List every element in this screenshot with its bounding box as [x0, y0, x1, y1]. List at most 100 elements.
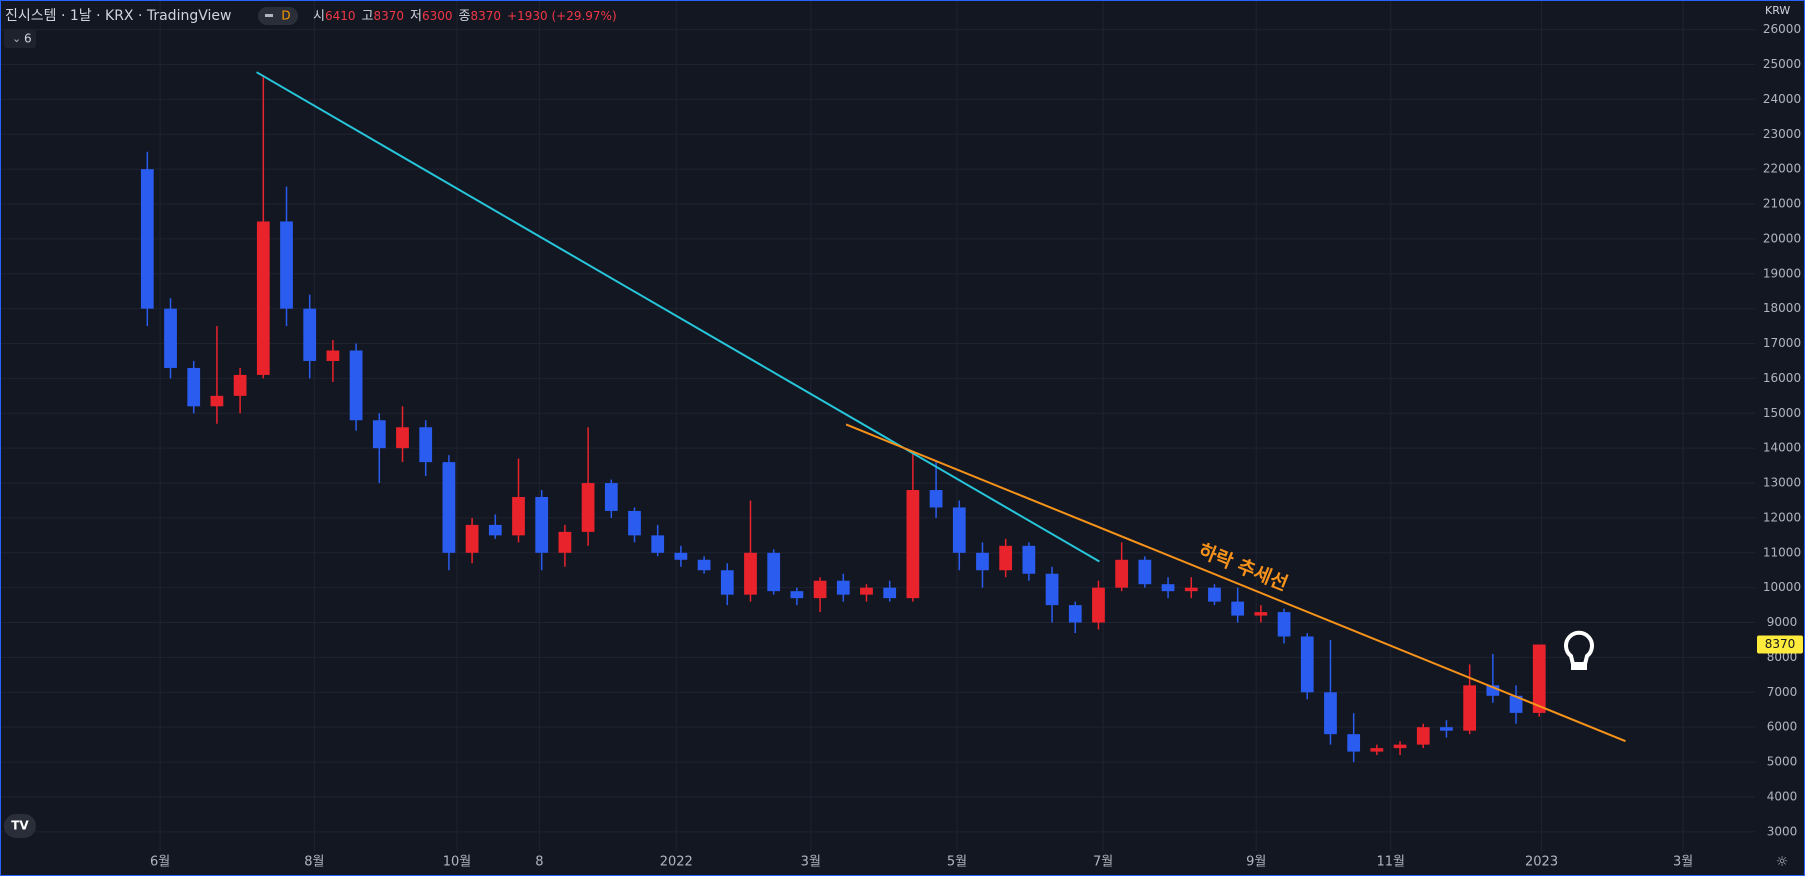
y-tick-label: 7000 — [1767, 685, 1798, 699]
y-tick-label: 15000 — [1763, 406, 1801, 420]
indicator-count: 6 — [24, 32, 32, 46]
low-value: 6300 — [422, 9, 453, 23]
candle-body — [1184, 587, 1198, 592]
candle-body — [1115, 559, 1129, 588]
y-tick-label: 14000 — [1763, 441, 1801, 455]
candle-body — [465, 524, 479, 553]
candle-body — [929, 490, 943, 508]
x-tick-label: 2022 — [660, 855, 693, 870]
candle-body — [233, 374, 247, 396]
candle-body — [744, 552, 757, 595]
lightbulb-icon — [1564, 630, 1594, 670]
indicator-chip[interactable] — [4, 29, 36, 48]
grid — [0, 0, 1755, 851]
candle-body — [1254, 612, 1268, 616]
candle-body — [1440, 727, 1453, 731]
logo-mark: TV — [11, 819, 29, 833]
candle-body — [280, 221, 293, 309]
candle-body — [442, 462, 456, 553]
candle-body — [976, 552, 989, 571]
ohlc-label: 저 — [410, 9, 422, 24]
candle-body — [558, 531, 572, 553]
candle-body — [860, 587, 873, 595]
candle-body — [1300, 636, 1314, 693]
y-tick-label: 24000 — [1763, 92, 1801, 106]
candle-body — [326, 350, 340, 361]
candle-body — [581, 483, 595, 532]
candle-body — [1416, 727, 1430, 745]
candle-body — [1231, 601, 1245, 616]
y-tick-label: 12000 — [1763, 510, 1801, 524]
candle-body — [906, 490, 920, 599]
y-tick-label: 13000 — [1763, 476, 1801, 490]
x-tick-label: 9월 — [1246, 855, 1266, 870]
y-tick-label: 23000 — [1763, 127, 1801, 141]
currency[interactable]: KRW — [1765, 4, 1790, 17]
candle-body — [1347, 734, 1361, 752]
candle-body — [1463, 685, 1477, 731]
candle-body — [1324, 692, 1337, 735]
price-label: 8370 — [1765, 637, 1796, 651]
x-tick-label: 10월 — [443, 855, 472, 870]
candle-body — [1370, 748, 1384, 752]
candle-body — [999, 545, 1013, 571]
y-tick-label: 26000 — [1763, 22, 1801, 36]
candle-body — [372, 420, 386, 449]
y-tick-label: 11000 — [1763, 545, 1801, 559]
candles — [140, 74, 1546, 763]
trendline — [845, 423, 1626, 743]
candle-body — [256, 221, 270, 375]
candle-body — [674, 552, 688, 560]
x-tick-label: 8월 — [304, 855, 324, 870]
candle-body — [604, 483, 618, 511]
candle-body — [836, 580, 850, 595]
candle-body — [535, 496, 549, 553]
y-tick-label: 10000 — [1763, 580, 1801, 594]
x-tick-label: 11월 — [1377, 855, 1406, 870]
candle-body — [512, 496, 525, 536]
trendlines — [256, 71, 1626, 743]
candle-body — [813, 580, 827, 599]
candle-body — [1022, 545, 1036, 574]
x-tick-label: 3월 — [801, 855, 821, 870]
interval-chip[interactable] — [258, 7, 298, 25]
candle-body — [1068, 605, 1082, 623]
x-tick-label: 8 — [535, 855, 543, 870]
candle-body — [628, 510, 641, 536]
y-tick-label: 9000 — [1767, 615, 1798, 629]
candle-body — [720, 570, 734, 595]
ohlc-label: 종 — [459, 9, 471, 24]
x-tick-label: 7월 — [1093, 855, 1113, 870]
candle-body — [164, 308, 177, 368]
candle-body — [1045, 573, 1059, 606]
x-tick-label: 3월 — [1673, 855, 1693, 870]
ohlc-label: 고 — [362, 9, 374, 24]
y-tick-label: 18000 — [1763, 301, 1801, 315]
candle-body — [1138, 559, 1152, 585]
candle-body — [419, 427, 433, 463]
candle-body — [1532, 644, 1546, 713]
chip-icon — [265, 14, 273, 17]
candle-body — [488, 524, 502, 536]
y-tick-label: 20000 — [1763, 231, 1801, 245]
candle-body — [790, 591, 804, 599]
logo[interactable] — [4, 814, 36, 838]
x-tick-label: 6월 — [150, 855, 170, 870]
chevron: ⌄ — [12, 32, 21, 45]
ohlc: 시6410 고8370 저6300 종8370 +1930 (+29.97%) — [313, 9, 617, 24]
candle-body — [1509, 695, 1523, 713]
candle-body — [349, 350, 363, 421]
candle-body — [1161, 584, 1175, 592]
y-tick-label: 22000 — [1763, 162, 1801, 176]
y-tick-label: 17000 — [1763, 336, 1801, 350]
high-value: 8370 — [373, 9, 404, 23]
change: +1930 (+29.97%) — [507, 9, 617, 23]
settings-icon[interactable]: ☼ — [1776, 854, 1789, 870]
y-tick-label: 25000 — [1763, 57, 1801, 71]
y-tick-label: 19000 — [1763, 266, 1801, 280]
candle-body — [210, 395, 224, 407]
candle-body — [697, 559, 711, 571]
y-tick-label: 6000 — [1767, 720, 1798, 734]
open-value: 6410 — [325, 9, 356, 23]
